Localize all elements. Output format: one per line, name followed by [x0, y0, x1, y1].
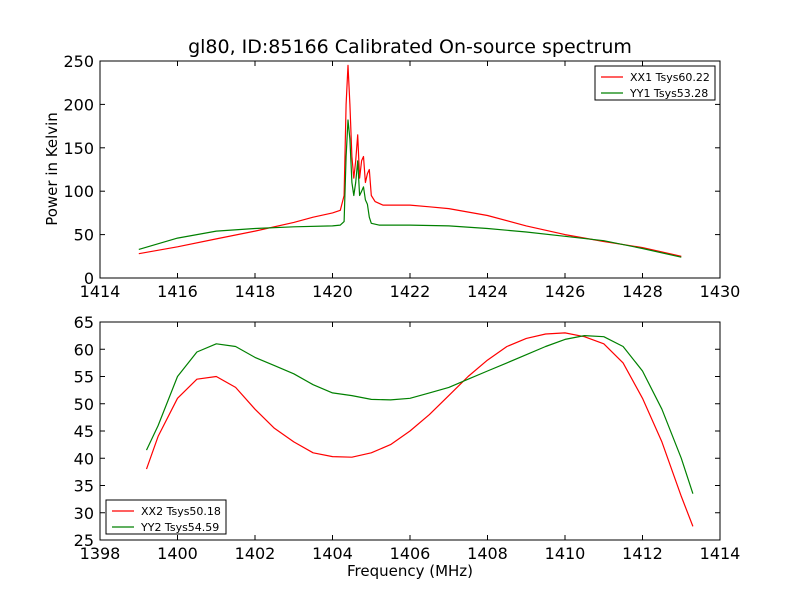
y-tick-label: 45 — [74, 422, 94, 441]
y-tick-label: 25 — [74, 531, 94, 550]
x-tick-label: 1426 — [545, 282, 586, 301]
x-tick-label: 1414 — [700, 544, 741, 563]
series-line-2 — [145, 335, 694, 494]
y-tick-label: 35 — [74, 477, 94, 496]
y-tick-label: 50 — [74, 395, 94, 414]
legend: XX2 Tsys50.18 YY2 Tsys54.59 — [105, 499, 227, 535]
bottom-x-axis-label: Frequency (MHz) — [347, 562, 473, 580]
top-panel: 1414 1416 1418 1420 1422 1424 1426 1428 1430 0 50 1… — [63, 52, 740, 301]
legend-label: XX2 Tsys50.18 — [141, 505, 221, 518]
y-tick-label: 150 — [63, 139, 94, 158]
y-tick-label: 40 — [74, 449, 94, 468]
y-tick-label: 0 — [84, 269, 94, 288]
x-tick-label: 1400 — [157, 544, 198, 563]
x-tick-label: 1412 — [622, 544, 663, 563]
y-tick-label: 100 — [63, 182, 94, 201]
chart-title: gl80, ID:85166 Calibrated On-source spec… — [188, 36, 632, 58]
x-tick-label: 1430 — [700, 282, 741, 301]
x-tick-label: 1420 — [312, 282, 353, 301]
x-tick-label: 1414 — [80, 282, 121, 301]
top-y-axis-label: Power in Kelvin — [43, 112, 61, 226]
y-tick-label: 200 — [63, 95, 94, 114]
series-line-1 — [138, 64, 682, 257]
x-tick-label: 1398 — [80, 544, 121, 563]
x-tick-label: 1422 — [390, 282, 431, 301]
y-tick-label: 30 — [74, 504, 94, 523]
y-tick-label: 65 — [74, 313, 94, 332]
x-tick-label: 1418 — [235, 282, 276, 301]
x-tick-label: 1410 — [545, 544, 586, 563]
x-tick-label: 1404 — [312, 544, 353, 563]
y-tick-label: 50 — [74, 226, 94, 245]
x-tick-label: 1408 — [467, 544, 508, 563]
x-tick-label: 1416 — [157, 282, 198, 301]
x-tick-label: 1402 — [235, 544, 276, 563]
y-tick-label: 55 — [74, 368, 94, 387]
x-tick-label: 1428 — [622, 282, 663, 301]
legend-box — [594, 65, 716, 101]
bottom-panel: 1398 1400 1402 1404 1406 1408 1410 1412 1414 25 30… — [74, 313, 741, 563]
legend-box — [105, 499, 227, 535]
legend-label: XX1 Tsys60.22 — [630, 71, 710, 84]
legend: XX1 Tsys60.22 YY1 Tsys53.28 — [594, 65, 716, 101]
x-tick-label: 1424 — [467, 282, 508, 301]
x-tick-label: 1406 — [390, 544, 431, 563]
legend-label: YY1 Tsys53.28 — [629, 87, 708, 100]
y-tick-label: 250 — [63, 52, 94, 71]
y-tick-label: 60 — [74, 340, 94, 359]
series-line-2 — [138, 119, 682, 258]
legend-label: YY2 Tsys54.59 — [140, 521, 219, 534]
series-line-1 — [145, 332, 694, 527]
